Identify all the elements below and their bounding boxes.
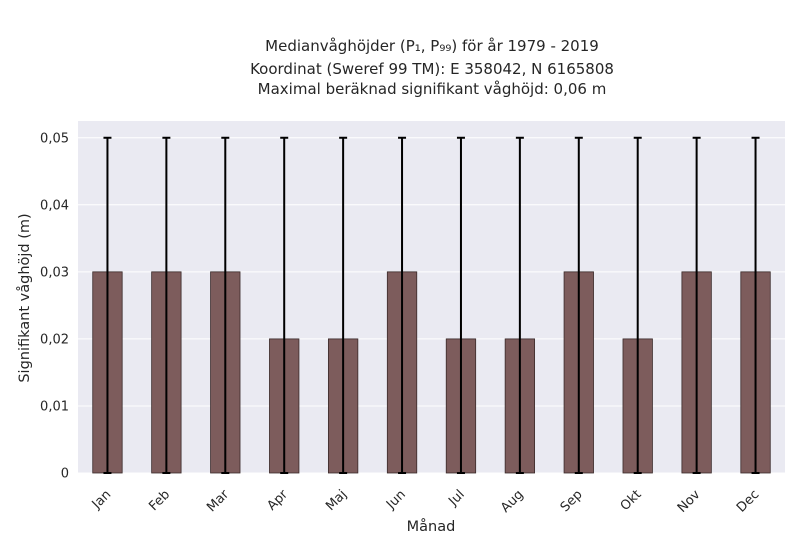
y-tick-label: 0,02 — [40, 332, 69, 347]
x-axis-label: Månad — [407, 518, 456, 535]
x-tick-label: Mar — [204, 487, 232, 515]
grid-lines — [78, 137, 785, 474]
x-tick-label: Okt — [618, 487, 645, 514]
plot-area — [78, 121, 785, 473]
y-tick-label: 0 — [61, 467, 69, 482]
y-tick-label: 0,05 — [40, 131, 69, 146]
chart-title-line-1: Medianvåghöjder (P₁, P₉₉) för år 1979 - … — [265, 37, 599, 55]
y-axis-ticks: 0 0,01 0,02 0,03 0,04 0,05 — [40, 131, 69, 481]
x-tick-label: Jan — [89, 487, 114, 512]
x-axis-ticks: Jan Feb Mar Apr Maj Jun Jul Aug Sep Okt Nov Dec — [89, 487, 763, 516]
y-tick-label: 0,03 — [40, 265, 69, 280]
x-tick-label: Nov — [675, 487, 704, 516]
y-axis-label: Signifikant våghöjd (m) — [16, 213, 33, 382]
y-tick-label: 0,01 — [40, 399, 69, 414]
y-tick-label: 0,04 — [40, 198, 69, 213]
x-tick-label: Dec — [734, 487, 762, 515]
error-bars — [103, 136, 760, 474]
x-tick-label: Sep — [558, 487, 586, 515]
chart-title-line-2: Koordinat (Sweref 99 TM): E 358042, N 61… — [250, 60, 614, 78]
x-tick-label: Maj — [323, 487, 350, 514]
x-tick-label: Jul — [445, 487, 467, 509]
x-tick-label: Aug — [498, 487, 527, 516]
chart-title-line-3: Maximal beräknad signifikant våghöjd: 0,… — [258, 80, 607, 98]
x-tick-label: Jun — [383, 487, 409, 513]
x-tick-label: Feb — [146, 487, 173, 514]
x-tick-label: Apr — [265, 487, 292, 514]
chart-title: Medianvåghöjder (P₁, P₉₉) för år 1979 - … — [250, 37, 614, 98]
